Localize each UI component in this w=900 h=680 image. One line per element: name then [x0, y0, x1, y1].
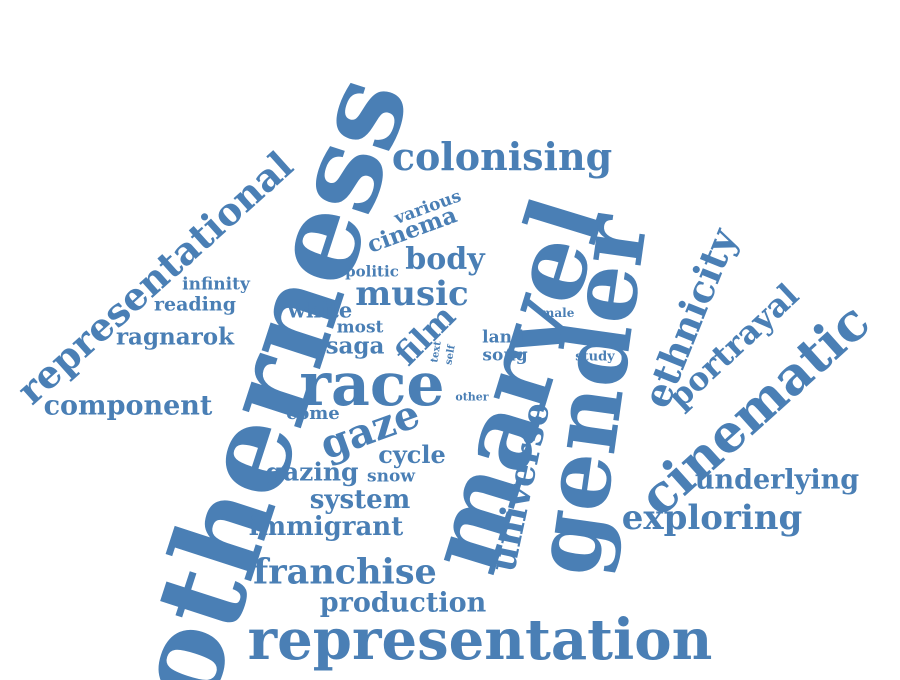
word-reading: reading — [153, 293, 237, 316]
word-study: study — [575, 349, 615, 365]
word-system: system — [309, 485, 411, 515]
word-politic: politic — [345, 262, 399, 281]
word-cycle: cycle — [378, 440, 446, 469]
word-representation: representation — [247, 607, 713, 673]
word-white: white — [287, 297, 353, 323]
word-colonising: colonising — [391, 134, 613, 179]
word-franchise: franchise — [253, 551, 437, 593]
word-music: music — [355, 274, 469, 314]
word-race: race — [299, 350, 445, 420]
word-infinity: infinity — [182, 274, 250, 295]
word-exploring: exploring — [621, 498, 803, 538]
word-underlying: underlying — [694, 464, 860, 496]
word-male: male — [541, 306, 575, 320]
word-body: body — [405, 242, 485, 277]
word-production: production — [319, 587, 487, 619]
word-snow: snow — [367, 466, 415, 487]
word-gazing: gazing — [265, 457, 359, 487]
word-ragnarok: ragnarok — [115, 323, 235, 351]
word-self: self — [443, 344, 458, 366]
word-saga: saga — [325, 332, 385, 360]
word-land: land — [482, 327, 524, 348]
word-come: come — [286, 403, 340, 424]
word-component: component — [43, 390, 213, 422]
word-most: most — [336, 317, 384, 338]
word-other: other — [455, 390, 489, 404]
word-song: song — [482, 345, 528, 366]
word-immigrant: immigrant — [248, 512, 404, 542]
